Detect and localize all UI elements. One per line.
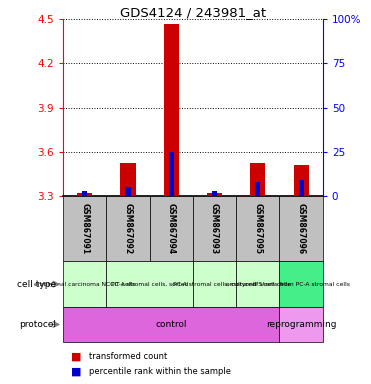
- Bar: [106, 261, 193, 307]
- Text: PC-A stromal cells, cultured: PC-A stromal cells, cultured: [173, 281, 256, 287]
- Bar: [121, 164, 135, 196]
- Text: iPS cells from PC-A stromal cells: iPS cells from PC-A stromal cells: [253, 281, 349, 287]
- Bar: [255, 182, 260, 196]
- Bar: [236, 261, 279, 307]
- Text: ■: ■: [70, 351, 81, 361]
- Bar: [193, 196, 236, 261]
- Bar: [77, 193, 92, 196]
- Bar: [150, 196, 193, 261]
- Text: GSM867093: GSM867093: [210, 203, 219, 254]
- Bar: [299, 180, 304, 196]
- Bar: [279, 307, 323, 342]
- Text: ■: ■: [70, 367, 81, 377]
- Text: GSM867091: GSM867091: [80, 203, 89, 254]
- Text: reprogramming: reprogramming: [266, 320, 336, 329]
- Bar: [207, 193, 222, 196]
- Bar: [212, 190, 217, 196]
- Bar: [63, 196, 106, 261]
- Bar: [63, 307, 279, 342]
- Bar: [106, 196, 150, 261]
- Bar: [293, 165, 309, 196]
- Bar: [279, 196, 323, 261]
- Text: GSM867096: GSM867096: [297, 203, 306, 254]
- Text: cell type: cell type: [17, 280, 56, 289]
- Text: GSM867092: GSM867092: [124, 203, 132, 254]
- Bar: [63, 261, 106, 307]
- Bar: [236, 196, 279, 261]
- Text: transformed count: transformed count: [89, 352, 167, 361]
- Bar: [250, 164, 265, 196]
- Bar: [164, 24, 179, 196]
- Text: GSM867094: GSM867094: [167, 203, 176, 254]
- Bar: [82, 190, 87, 196]
- Title: GDS4124 / 243981_at: GDS4124 / 243981_at: [120, 6, 266, 19]
- Text: PC-A stromal cells, sorted: PC-A stromal cells, sorted: [111, 281, 188, 287]
- Bar: [279, 261, 323, 307]
- Bar: [125, 187, 131, 196]
- Text: embryonic stem cells: embryonic stem cells: [226, 281, 290, 287]
- Text: GSM867095: GSM867095: [253, 203, 262, 254]
- Text: embryonal carcinoma NCCIT cells: embryonal carcinoma NCCIT cells: [34, 281, 135, 287]
- Bar: [193, 261, 236, 307]
- Text: control: control: [155, 320, 187, 329]
- Bar: [169, 152, 174, 196]
- Text: protocol: protocol: [19, 320, 56, 329]
- Text: percentile rank within the sample: percentile rank within the sample: [89, 367, 231, 376]
